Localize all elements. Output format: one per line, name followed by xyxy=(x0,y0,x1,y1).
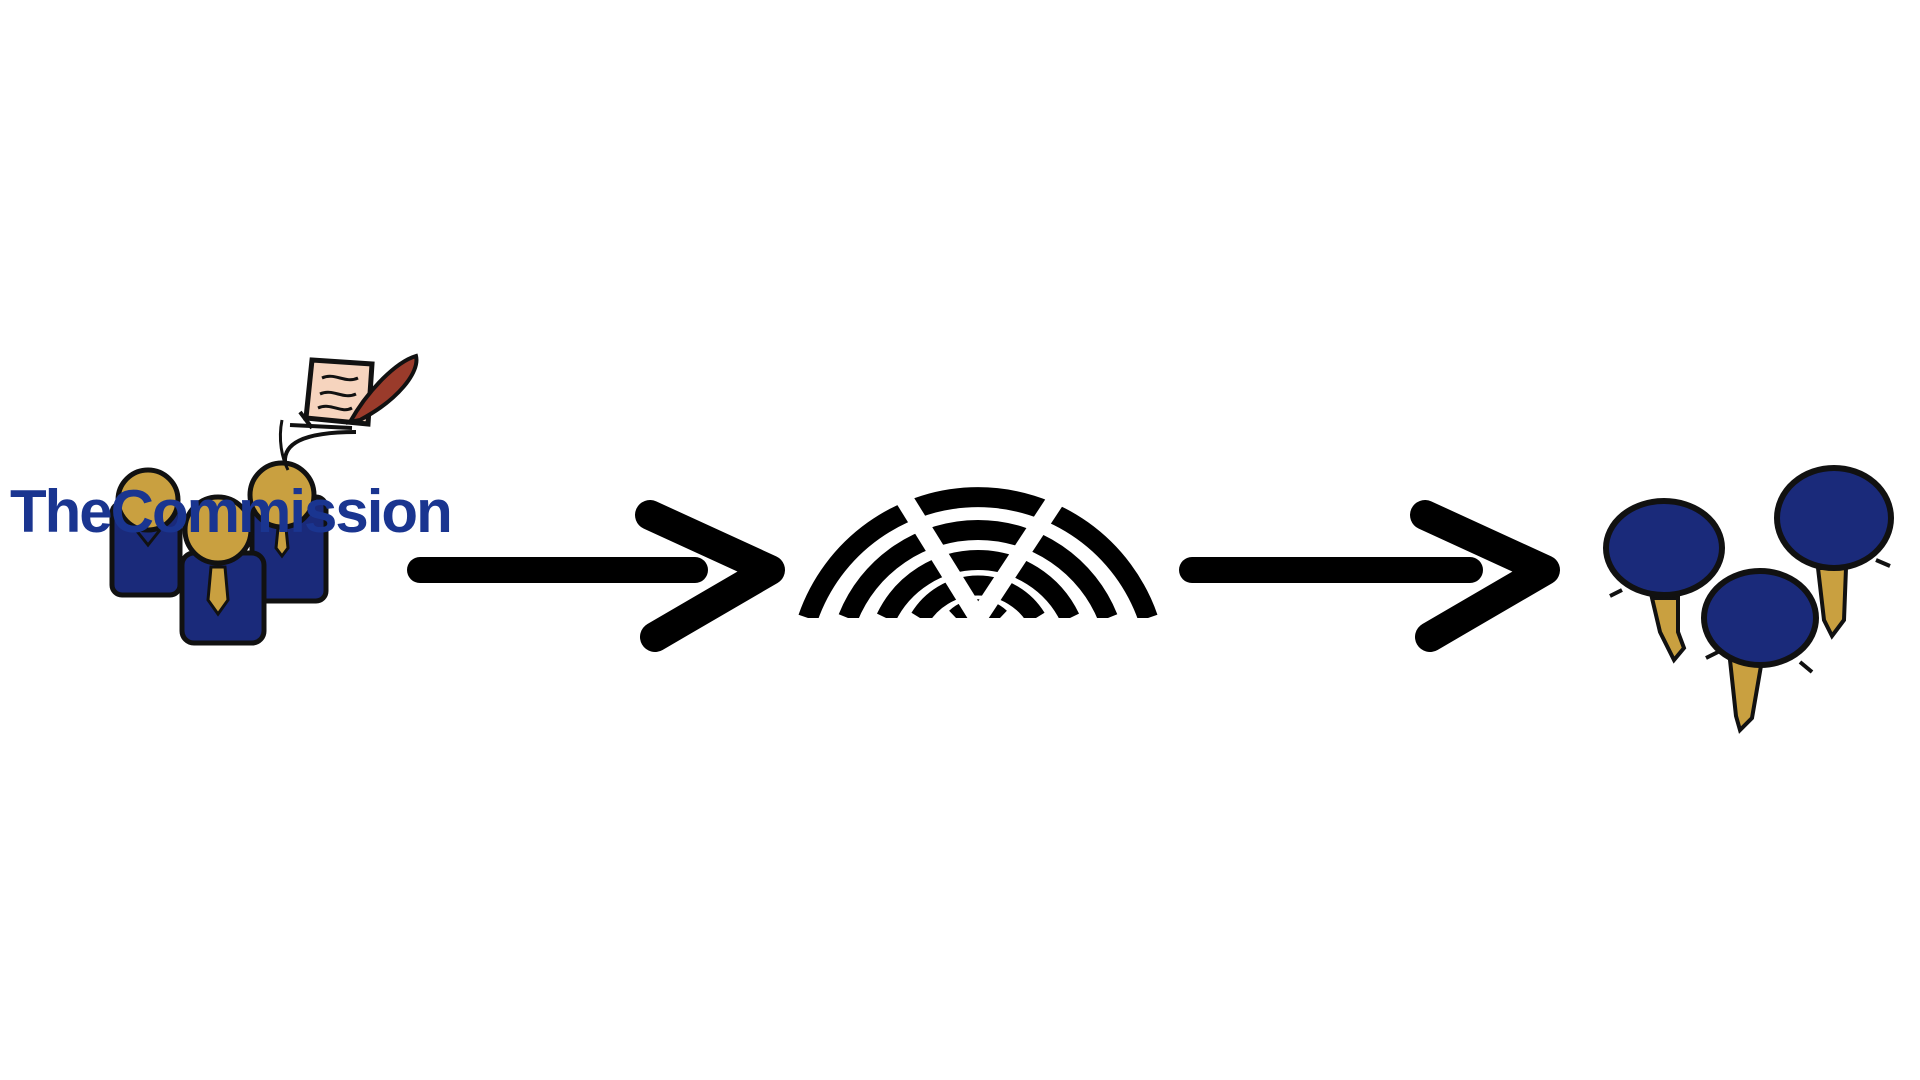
parliament-hemicycle-icon xyxy=(790,455,1166,648)
official-center xyxy=(179,494,267,646)
commission-label: TheCommission xyxy=(10,478,451,545)
pin-right xyxy=(1774,465,1894,640)
document-with-quill-icon xyxy=(278,353,419,471)
three-pins-icon xyxy=(1603,465,1894,734)
right-arrow-icon xyxy=(407,500,785,652)
official-left xyxy=(109,467,183,598)
three-officials-icon xyxy=(109,353,419,646)
pin-center xyxy=(1701,568,1819,734)
pin-left xyxy=(1603,498,1725,664)
right-arrow-icon xyxy=(1179,500,1560,652)
official-right xyxy=(247,460,329,604)
